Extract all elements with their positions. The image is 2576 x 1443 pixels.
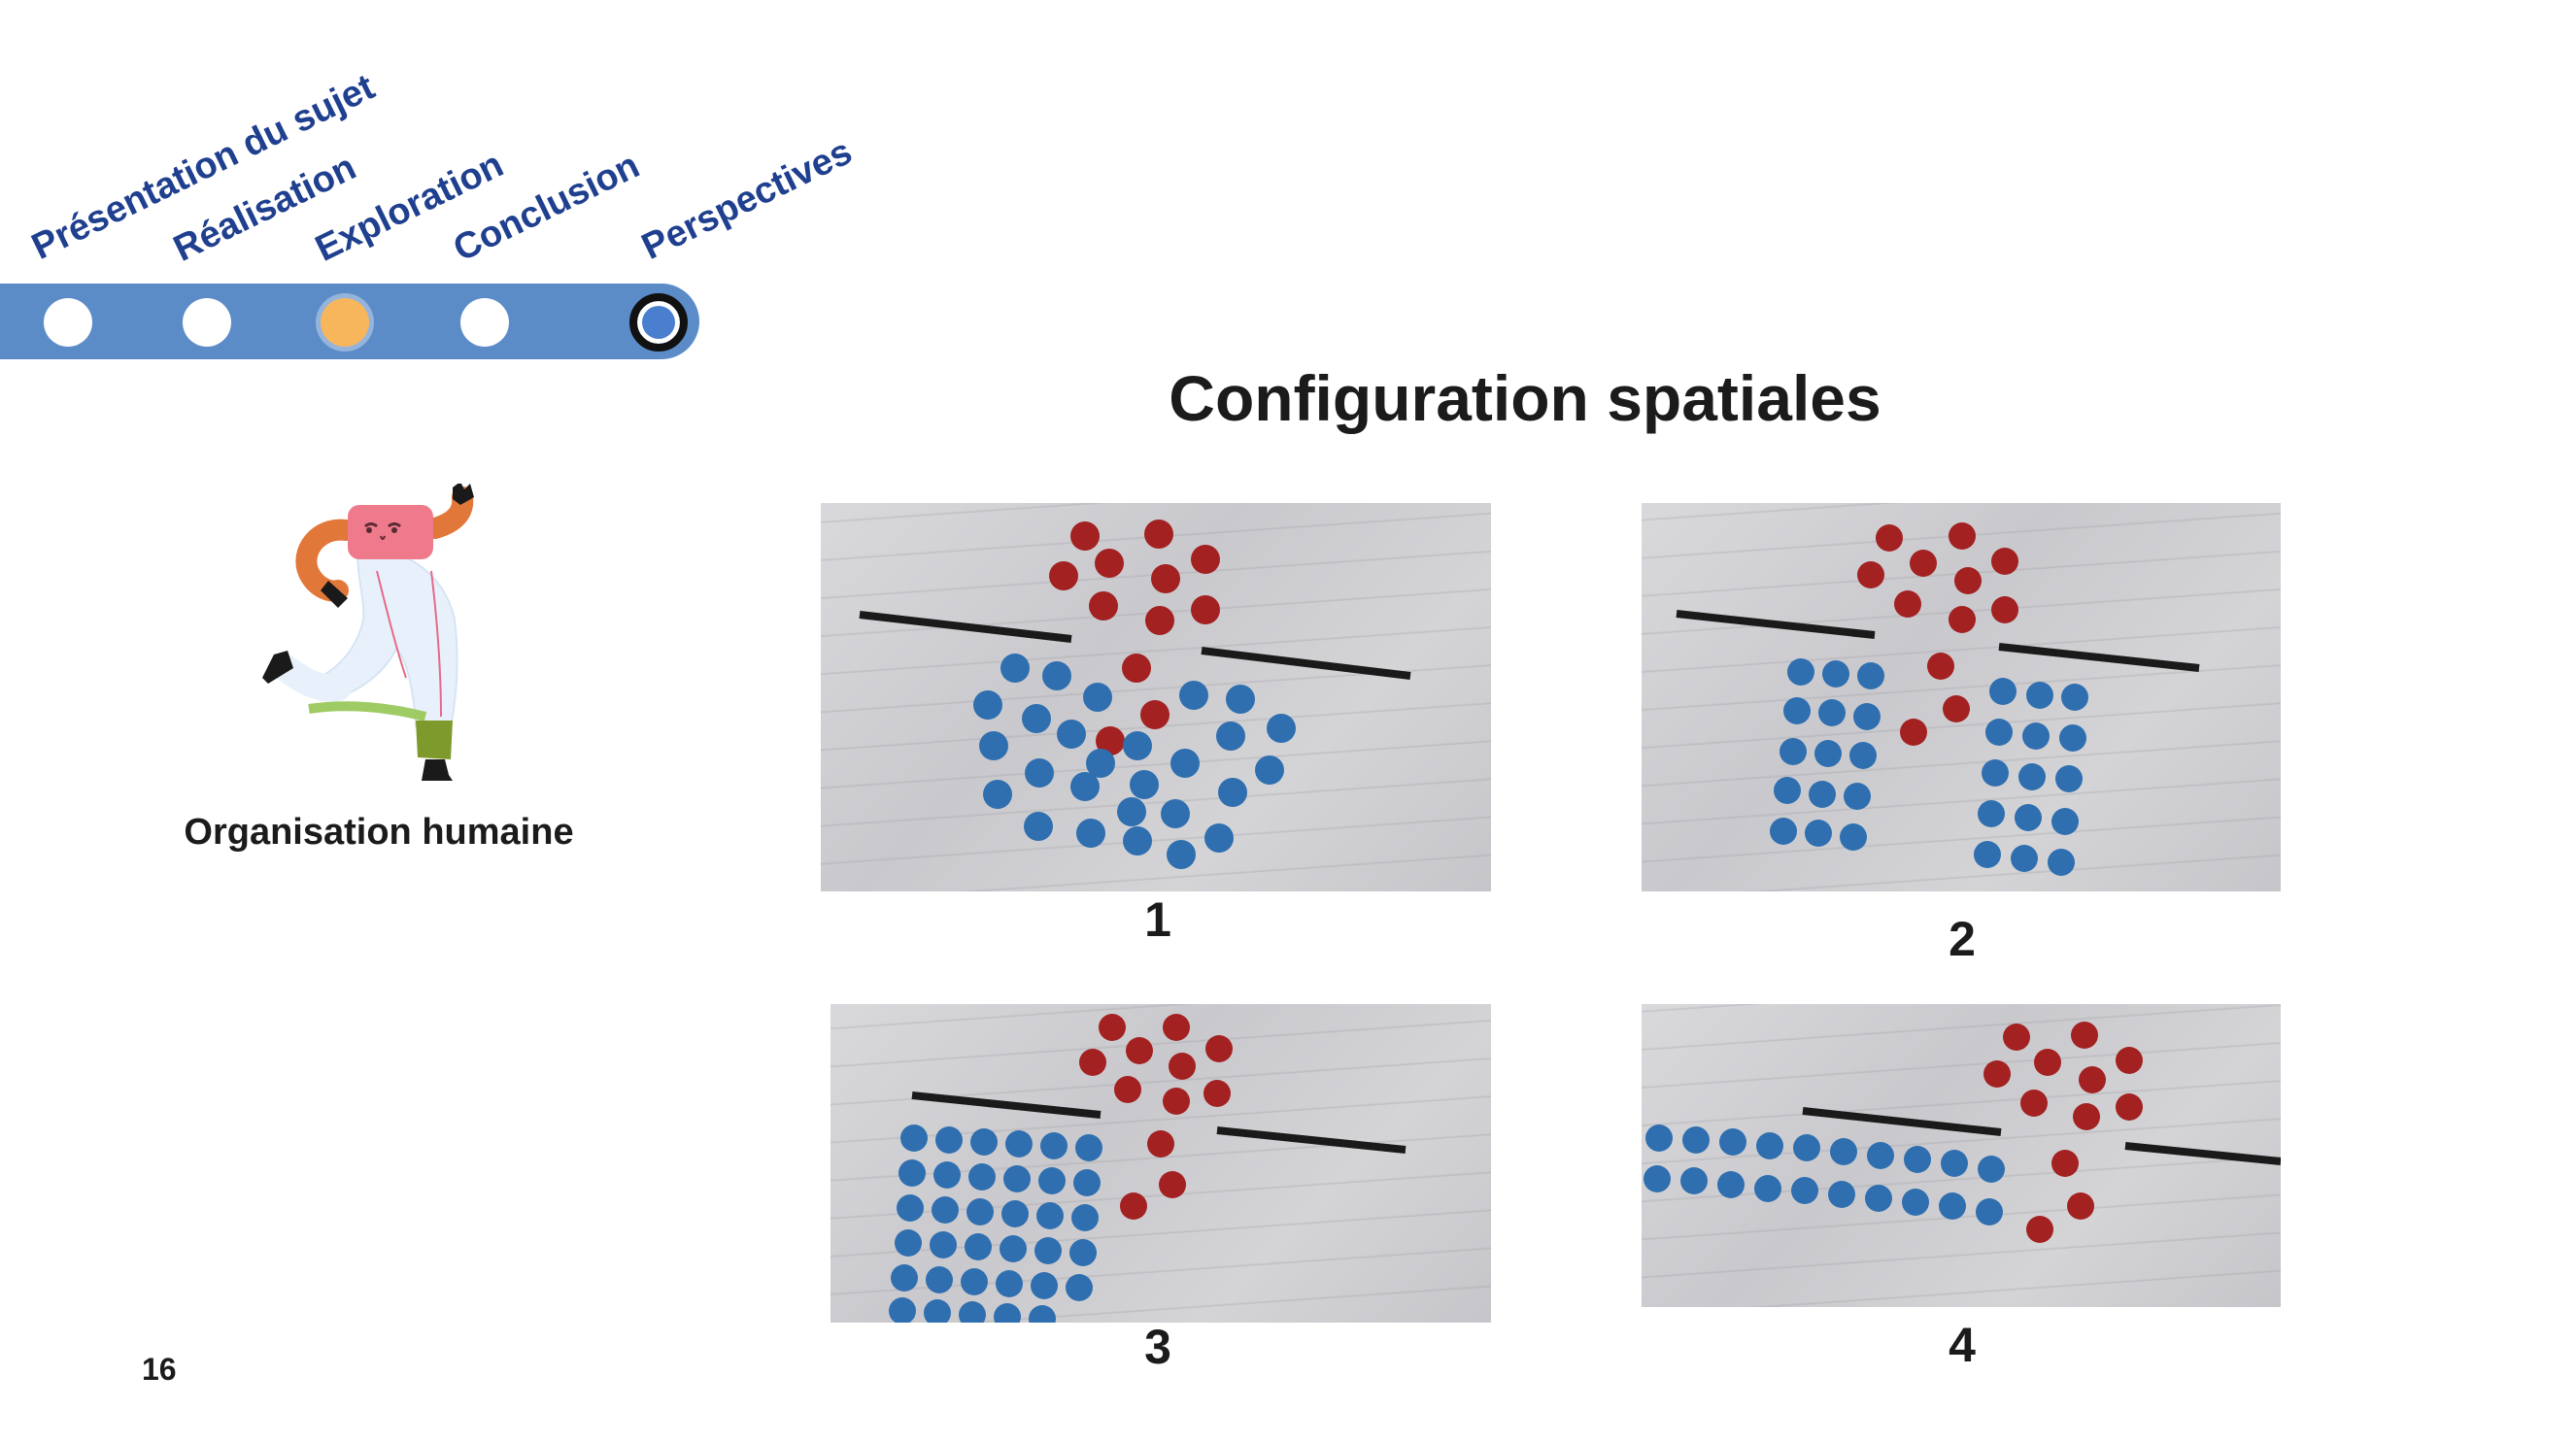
configuration-image-4 <box>1642 1004 2281 1307</box>
panel-label-4: 4 <box>1949 1318 1976 1372</box>
configuration-image-2 <box>1642 503 2281 891</box>
nav-dot-conclusion[interactable] <box>460 298 509 347</box>
panel-label-3: 3 <box>1144 1320 1171 1374</box>
config-4-drawing <box>1644 1022 2281 1243</box>
slide-title: Configuration spatiales <box>1169 362 1881 434</box>
config-3-drawing <box>889 1014 1407 1323</box>
nav-dot-perspectives-current[interactable] <box>629 293 688 352</box>
nav-dot-presentation[interactable] <box>44 298 92 347</box>
config-2-drawing <box>1676 522 2200 876</box>
configuration-image-1 <box>821 503 1491 891</box>
illustration-caption: Organisation humaine <box>184 812 574 853</box>
nav-label-perspectives[interactable]: Perspectives <box>635 131 859 268</box>
nav-dot-exploration[interactable] <box>321 298 369 347</box>
page-number: 16 <box>142 1352 177 1387</box>
panel-label-2: 2 <box>1949 912 1976 966</box>
dancing-character-illustration <box>262 484 474 781</box>
panel-label-1: 1 <box>1144 892 1171 947</box>
config-1-drawing <box>859 520 1411 869</box>
nav-dot-realisation[interactable] <box>183 298 231 347</box>
configuration-image-3 <box>830 1004 1491 1323</box>
